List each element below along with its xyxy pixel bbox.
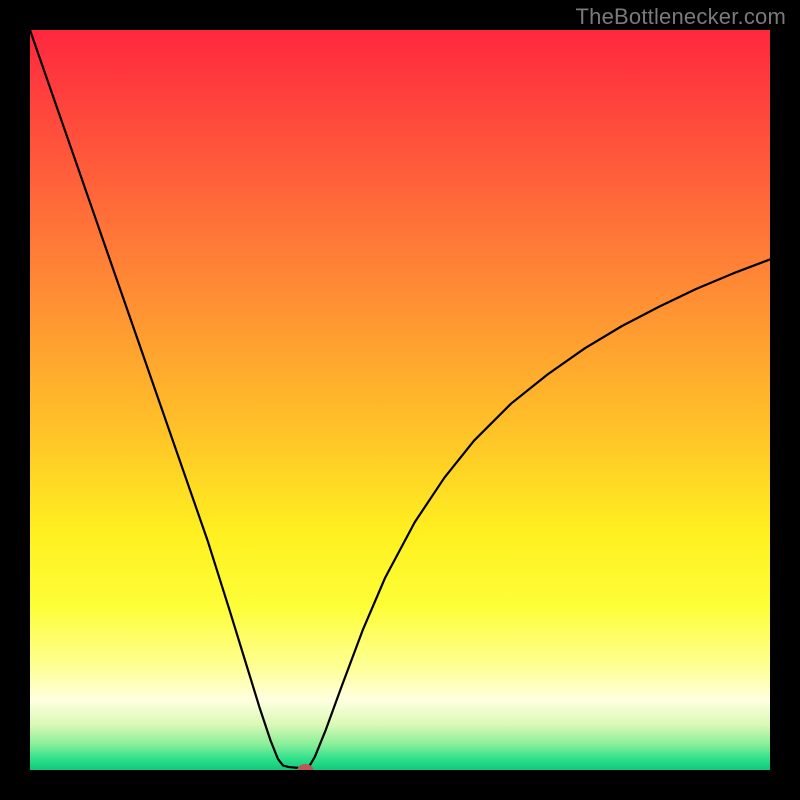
chart-container: TheBottlenecker.com (0, 0, 800, 800)
watermark-text: TheBottlenecker.com (576, 4, 786, 30)
bottleneck-curve-chart (0, 0, 800, 800)
gradient-background (30, 30, 770, 770)
